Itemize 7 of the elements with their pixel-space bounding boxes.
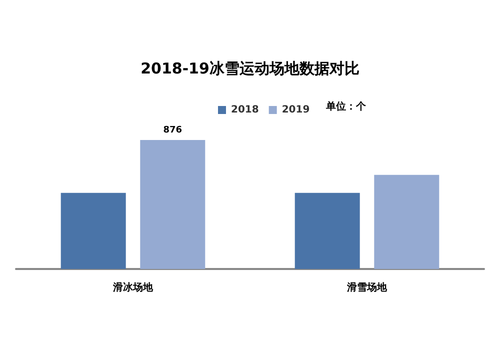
legend-label: 2018	[231, 104, 259, 116]
text: 单位：个	[325, 100, 367, 112]
chart-title: 2018-19冰雪运动场地数据对比	[140, 60, 360, 78]
legend-label: 2019	[282, 104, 310, 116]
x-tick-label: 滑冰场地	[112, 282, 154, 294]
data-label: 876	[163, 126, 182, 136]
x-tick-label: 滑雪场地	[346, 282, 388, 294]
